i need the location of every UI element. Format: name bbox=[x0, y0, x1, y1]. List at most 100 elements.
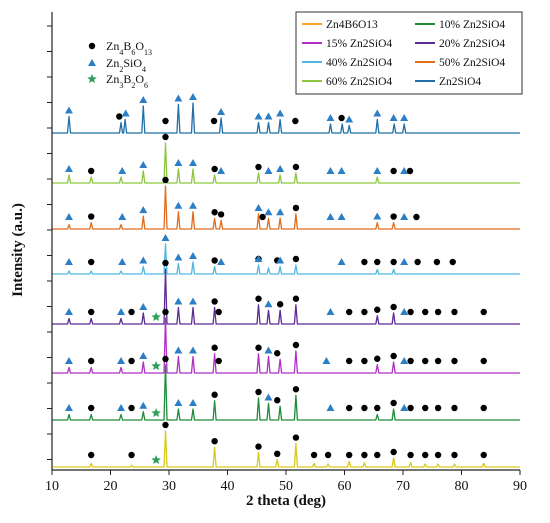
zn4b6o13-marker bbox=[259, 213, 266, 221]
zn4b6o13-marker bbox=[374, 258, 381, 266]
zn2sio4-marker bbox=[217, 167, 226, 174]
zn2sio4-marker bbox=[389, 114, 398, 121]
legend-item: 40% Zn2SiO4 bbox=[302, 57, 392, 69]
zn4b6o13-marker bbox=[480, 308, 487, 316]
zn4b6o13-marker bbox=[211, 209, 218, 216]
zn4b6o13-marker bbox=[390, 303, 397, 311]
legend-label: 60% Zn2SiO4 bbox=[326, 76, 392, 88]
zn2sio4-marker bbox=[161, 234, 170, 241]
zn4b6o13-marker bbox=[451, 308, 458, 316]
y-axis bbox=[47, 12, 53, 470]
x-tick-label: 50 bbox=[279, 479, 293, 494]
zn2sio4-marker bbox=[373, 167, 382, 174]
zn3b2o6-marker bbox=[151, 312, 161, 321]
zn4b6o13-marker bbox=[422, 451, 429, 459]
series-20-zn2sio4 bbox=[52, 259, 520, 325]
x-tick-label: 70 bbox=[396, 479, 410, 494]
zn4b6o13-marker bbox=[434, 404, 442, 412]
zn4b6o13-marker bbox=[217, 211, 225, 218]
zn2sio4-marker bbox=[400, 114, 409, 121]
zn2sio4-marker bbox=[400, 213, 409, 220]
series-60-zn2sio4 bbox=[52, 133, 520, 184]
zn4b6o13-marker bbox=[292, 117, 299, 125]
zn2sio4-marker bbox=[264, 208, 273, 216]
zn2sio4-marker bbox=[326, 404, 335, 411]
zn4b6o13-marker bbox=[345, 308, 353, 316]
series-trace bbox=[52, 243, 520, 275]
zn2sio4-marker bbox=[139, 352, 148, 359]
zn2sio4-marker bbox=[139, 256, 148, 264]
zn2sio4-marker bbox=[174, 297, 183, 305]
zn2sio4-marker bbox=[139, 161, 148, 168]
zn4b6o13-marker bbox=[128, 404, 135, 412]
zn4b6o13-marker bbox=[211, 391, 218, 398]
zn4b6o13-marker bbox=[215, 357, 222, 365]
phase-label-part: 4 bbox=[142, 65, 146, 74]
zn2sio4-marker bbox=[139, 401, 148, 409]
zn4b6o13-marker bbox=[211, 298, 218, 305]
zn2sio4-marker bbox=[400, 404, 409, 411]
zn4b6o13-marker bbox=[310, 451, 318, 459]
series-trace bbox=[52, 102, 520, 134]
phase-label-part: SiO bbox=[123, 56, 142, 70]
phase-label-part: 3 bbox=[119, 81, 123, 90]
zn2sio4-marker bbox=[254, 112, 263, 120]
zn2sio4-marker bbox=[174, 253, 183, 261]
x-tick-label: 60 bbox=[338, 479, 352, 494]
series-trace bbox=[52, 317, 520, 374]
series-10-zn2sio4 bbox=[52, 355, 520, 421]
zn2sio4-marker bbox=[276, 256, 285, 264]
zn4b6o13-marker bbox=[338, 114, 345, 122]
zn4b6o13-marker bbox=[211, 438, 218, 445]
zn4b6o13-marker bbox=[374, 306, 381, 313]
zn2sio4-marker bbox=[188, 346, 197, 354]
zn2sio4-marker bbox=[276, 208, 285, 216]
zn4b6o13-marker bbox=[374, 451, 381, 459]
zn2sio4-marker bbox=[326, 308, 335, 315]
zn4b6o13-marker bbox=[292, 163, 300, 171]
phase-label-part: O bbox=[135, 72, 144, 86]
zn2sio4-marker bbox=[337, 258, 346, 265]
series-legend: Zn4B6O13 10% Zn2SiO4 15% Zn2SiO4 20% Zn2SiO… bbox=[295, 11, 523, 95]
zn4b6o13-marker bbox=[162, 259, 169, 267]
plot-area bbox=[52, 93, 520, 468]
zn2sio4-marker bbox=[174, 346, 183, 354]
zn4b6o13-marker bbox=[87, 404, 95, 412]
zn4b6o13-marker bbox=[345, 357, 353, 365]
zn4b6o13-marker bbox=[87, 308, 95, 316]
zn4b6o13-marker bbox=[390, 399, 397, 407]
phase-label-part: 4 bbox=[119, 48, 123, 57]
phase-circle-icon bbox=[88, 42, 96, 50]
series-zn2sio4 bbox=[52, 93, 520, 134]
series-trace bbox=[52, 185, 520, 230]
phase-label-part: O bbox=[135, 39, 144, 53]
zn4b6o13-marker bbox=[361, 451, 368, 459]
zn4b6o13-marker bbox=[361, 404, 368, 412]
zn2sio4-marker bbox=[337, 213, 346, 220]
legend-item: Zn2SiO4 bbox=[415, 76, 481, 88]
series-trace bbox=[52, 142, 520, 184]
zn2sio4-marker bbox=[174, 399, 183, 406]
x-tick-label: 30 bbox=[162, 479, 176, 494]
zn4b6o13-marker bbox=[255, 163, 262, 171]
zn4b6o13-marker bbox=[292, 255, 300, 263]
zn4b6o13-marker bbox=[345, 451, 353, 459]
zn2sio4-marker bbox=[345, 115, 354, 123]
zn2sio4-marker bbox=[139, 303, 148, 310]
zn4b6o13-marker bbox=[292, 341, 300, 349]
zn4b6o13-marker bbox=[434, 308, 442, 316]
zn2sio4-marker bbox=[400, 357, 409, 364]
x-tick-label: 10 bbox=[45, 479, 59, 494]
phase-label-part: 6 bbox=[144, 81, 148, 90]
zn4b6o13-marker bbox=[211, 257, 218, 264]
phase-label-part: Zn bbox=[106, 56, 119, 70]
phase-triangle-icon bbox=[88, 59, 96, 66]
zn2sio4-marker bbox=[337, 167, 346, 174]
legend-label: Zn4B6O13 bbox=[326, 19, 378, 31]
zn4b6o13-marker bbox=[413, 213, 420, 221]
zn4b6o13-marker bbox=[422, 357, 429, 365]
x-tick-label: 90 bbox=[513, 479, 527, 494]
phase-legend-label: Zn2SiO4 bbox=[106, 56, 146, 74]
zn3b2o6-marker bbox=[151, 455, 161, 464]
